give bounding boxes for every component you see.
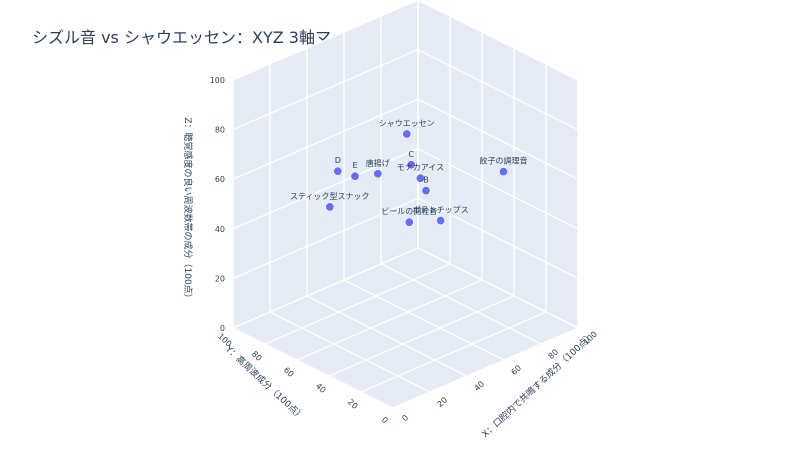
data-point[interactable] — [415, 173, 425, 183]
grid-lines — [232, 0, 579, 409]
back-wall-y — [418, 0, 578, 328]
x-grid-floor — [269, 311, 431, 393]
point-label: ポテトチップス — [413, 206, 469, 215]
axis-panes — [233, 0, 578, 408]
point-label: スティック型スナック — [290, 192, 370, 201]
z-grid-wall-x — [232, 0, 419, 81]
z-grid-wall-y — [417, 148, 579, 230]
z-tick-label: 100 — [210, 76, 225, 85]
z-tick-label: 40 — [215, 225, 225, 234]
y-grid-floor — [360, 311, 547, 393]
point-label: ビールの開栓音 — [381, 206, 437, 216]
z-grid-wall-x — [232, 148, 419, 230]
x-tick-label: 40 — [473, 379, 487, 393]
point-label: 唐揚げ — [366, 158, 390, 168]
x-grid-floor — [232, 327, 394, 409]
x-grid-floor — [343, 279, 505, 361]
y-tick-label: 20 — [346, 397, 360, 411]
data-point[interactable] — [406, 160, 416, 170]
z-grid-wall-x — [232, 197, 419, 280]
y-tick-label: 60 — [282, 365, 296, 379]
y-tick-label: 80 — [250, 349, 264, 363]
z-grid-wall-y — [417, 0, 579, 81]
point-label: 餃子の調理音 — [480, 156, 528, 166]
z-grid-wall-y — [417, 48, 579, 131]
point-label: モナカアイス — [397, 163, 444, 172]
y-tick-label: 40 — [314, 381, 328, 395]
data-point[interactable] — [402, 129, 412, 139]
z-grid-wall-y — [417, 247, 579, 329]
data-point[interactable] — [436, 216, 446, 226]
x-grid-floor — [380, 263, 542, 345]
data-point[interactable] — [421, 186, 431, 196]
x-tick-label: 80 — [547, 347, 561, 361]
z-grid-wall-x — [232, 48, 419, 131]
y-grid-floor — [392, 327, 579, 409]
z-grid-wall-y — [417, 98, 579, 180]
z-grid-wall-y — [417, 197, 579, 280]
z-tick-label: 60 — [215, 175, 225, 184]
x-tick-label: 60 — [510, 363, 524, 377]
data-points: シャウエッセン D E 唐揚げ C モナカアイス B 餃子の調理音スティック型スナックビールの… — [290, 119, 528, 227]
chart-title: シズル音 vs シャウエッセン：XYZ 3軸マッピング — [32, 28, 395, 47]
data-point[interactable] — [350, 171, 360, 181]
x-grid-floor — [306, 295, 468, 377]
point-label: E — [352, 161, 357, 170]
z-tick-label: 0 — [220, 324, 225, 333]
point-label: シャウエッセン — [379, 119, 435, 128]
x-tick-label: 20 — [436, 395, 450, 409]
y-tick-label: 0 — [380, 415, 390, 425]
z-tick-label: 20 — [215, 274, 225, 283]
z-axis-title: Z：聴覚感度の良い周波数帯の成分（100点） — [182, 117, 194, 302]
data-point[interactable] — [325, 202, 335, 212]
point-label: B — [423, 176, 429, 185]
data-point[interactable] — [498, 167, 508, 177]
data-point[interactable] — [404, 217, 414, 227]
back-wall-x — [233, 0, 418, 328]
y-grid-floor — [328, 295, 515, 377]
data-point[interactable] — [333, 166, 343, 176]
y-grid-floor — [264, 263, 451, 345]
y-grid-floor — [296, 279, 483, 361]
data-point[interactable] — [373, 169, 383, 179]
point-label: D — [335, 156, 341, 165]
floor-pane — [233, 248, 578, 408]
z-tick-label: 80 — [215, 126, 225, 135]
z-grid-wall-x — [232, 98, 419, 180]
point-label: C — [408, 150, 414, 159]
x-tick-label: 0 — [400, 413, 410, 423]
z-grid-wall-x — [232, 247, 419, 329]
